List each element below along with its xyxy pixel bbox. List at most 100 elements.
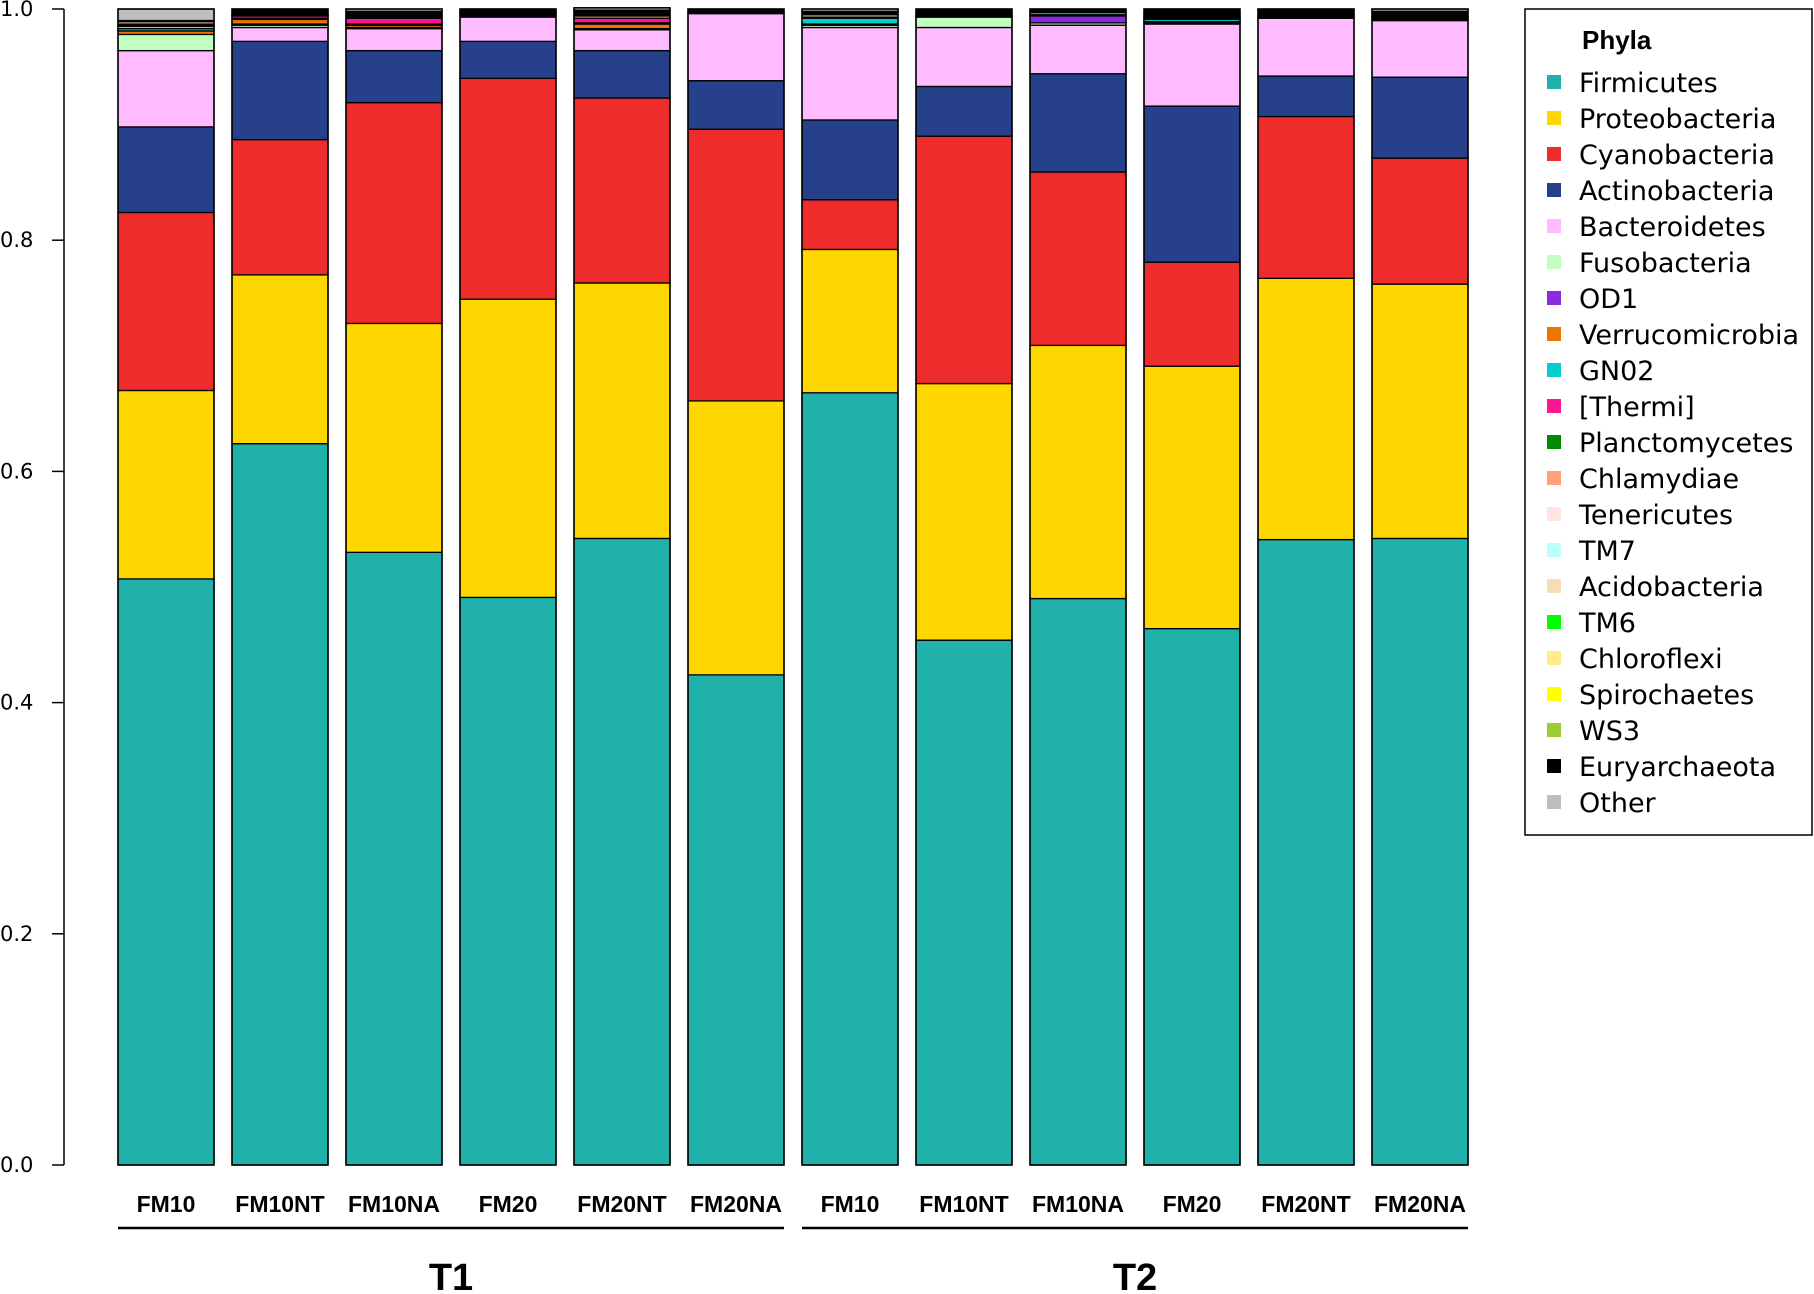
bar-stack — [231, 8, 329, 1166]
legend-label: Actinobacteria — [1579, 176, 1774, 207]
legend-item: WS3 — [1547, 716, 1640, 747]
legend-swatch — [1547, 687, 1561, 701]
legend-swatch — [1547, 111, 1561, 125]
bar-stack — [801, 8, 899, 1166]
bar-segment-bacteroidetes — [1143, 23, 1241, 107]
bar-segment-euryarchaeota — [1371, 10, 1469, 19]
legend-label: Euryarchaeota — [1579, 752, 1776, 783]
legend-label: Firmicutes — [1579, 68, 1718, 99]
legend-swatch — [1547, 651, 1561, 665]
bar-segment-cyanobacteria — [459, 77, 557, 300]
bar-segment-cyanobacteria — [1257, 115, 1355, 279]
bar-segment-proteobacteria — [573, 282, 671, 540]
legend-item: Acidobacteria — [1547, 572, 1764, 603]
y-tick-label: 0.6 — [0, 459, 33, 483]
legend-item: Euryarchaeota — [1547, 752, 1776, 783]
x-category-label: FM20NA — [690, 1191, 782, 1217]
bar-segment-actinobacteria — [687, 80, 785, 130]
bar-segment-actinobacteria — [345, 49, 443, 104]
legend-label: Spirochaetes — [1579, 680, 1754, 711]
legend-label: Acidobacteria — [1579, 572, 1764, 603]
bar-segment-actinobacteria — [459, 40, 557, 80]
bar-segment-bacteroidetes — [573, 29, 671, 52]
bar-segment-actinobacteria — [573, 49, 671, 99]
bar-segment-euryarchaeota — [345, 10, 443, 17]
bar-segment-proteobacteria — [915, 382, 1013, 641]
legend-label: Cyanobacteria — [1579, 140, 1775, 171]
legend-swatch — [1547, 795, 1561, 809]
legend-item: Tenericutes — [1547, 500, 1733, 531]
bar-segment-firmicutes — [459, 596, 557, 1166]
legend-item: Actinobacteria — [1547, 176, 1774, 207]
bar-segment-bacteroidetes — [231, 26, 329, 43]
legend-box — [1524, 8, 1813, 836]
x-category-label: FM10 — [137, 1191, 196, 1217]
legend-label: Chlamydiae — [1579, 464, 1739, 495]
legend: Phyla Firmicutes Proteobacteria Cyanobacter… — [1524, 8, 1813, 836]
bar-segment-verrucomicrobia — [573, 23, 671, 30]
x-category-label: FM10NT — [235, 1191, 324, 1217]
legend-label: GN02 — [1579, 356, 1654, 387]
legend-swatch — [1547, 471, 1561, 485]
bar-segment-proteobacteria — [1371, 283, 1469, 540]
x-category-label: FM10NA — [1032, 1191, 1124, 1217]
bar-segment-firmicutes — [1257, 538, 1355, 1166]
legend-swatch — [1547, 363, 1561, 377]
x-category-label: FM20NT — [1261, 1191, 1350, 1217]
bar-segment-actinobacteria — [801, 119, 899, 201]
legend-item: Cyanobacteria — [1547, 140, 1775, 171]
bar-segment-bacteroidetes — [801, 26, 899, 121]
bar-segment-cyanobacteria — [1143, 261, 1241, 367]
bar-segment-actinobacteria — [1371, 76, 1469, 159]
bar-outline — [345, 8, 443, 1166]
legend-label: Chloroflexi — [1579, 644, 1723, 675]
bar-segment-cyanobacteria — [1029, 171, 1127, 347]
x-category-label: FM20NA — [1374, 1191, 1466, 1217]
x-category-label: FM20NT — [577, 1191, 666, 1217]
legend-swatch — [1547, 723, 1561, 737]
bar-segment-euryarchaeota — [1143, 8, 1241, 19]
bar-segment-proteobacteria — [1143, 365, 1241, 630]
bar-segment-euryarchaeota — [1257, 9, 1355, 16]
bar-segment-proteobacteria — [801, 248, 899, 394]
legend-item: TM6 — [1547, 608, 1636, 639]
bar-segment-bacteroidetes — [1257, 17, 1355, 77]
y-axis: 0.0 0.2 0.4 0.6 0.8 1.0 — [0, 0, 65, 1177]
bar-outline — [801, 8, 899, 1166]
bar-segment-firmicutes — [1029, 597, 1127, 1166]
bar-segment-firmicutes — [573, 537, 671, 1166]
y-tick-label: 0.2 — [0, 922, 33, 946]
bar-outline — [1143, 8, 1241, 1166]
bar-stack — [117, 8, 215, 1166]
bar-segment-other — [117, 8, 215, 22]
bar-segment-cyanobacteria — [117, 211, 215, 392]
legend-label: [Thermi] — [1579, 392, 1695, 423]
bar-stack — [1143, 8, 1241, 1166]
legend-item: OD1 — [1547, 284, 1638, 315]
bar-segment-proteobacteria — [117, 389, 215, 580]
legend-title: Phyla — [1582, 25, 1652, 55]
legend-swatch — [1547, 543, 1561, 557]
legend-swatch — [1547, 435, 1561, 449]
bar-stack — [1029, 8, 1127, 1166]
bar-segment-cyanobacteria — [345, 101, 443, 325]
bar-segment-od1 — [1029, 15, 1127, 24]
bar-segment-proteobacteria — [687, 400, 785, 676]
legend-item: Spirochaetes — [1547, 680, 1754, 711]
legend-item: TM7 — [1547, 536, 1636, 567]
bar-segment-firmicutes — [801, 392, 899, 1166]
y-tick-label: 0.4 — [0, 691, 33, 715]
bar-segment-gn02 — [801, 17, 899, 25]
bar-segment-euryarchaeota — [915, 8, 1013, 17]
legend-swatch — [1547, 327, 1561, 341]
legend-item: Proteobacteria — [1547, 104, 1776, 135]
bar-outline — [1257, 8, 1355, 1166]
legend-item: GN02 — [1547, 356, 1654, 387]
bar-segment-bacteroidetes — [459, 16, 557, 43]
bar-segment-cyanobacteria — [687, 128, 785, 402]
bar-outline — [459, 8, 557, 1166]
x-axis: FM10 FM10NT FM10NA FM20 FM20NT FM20NA FM10 FM10… — [118, 1191, 1468, 1294]
legend-item: Chlamydiae — [1547, 464, 1739, 495]
bar-stack — [573, 7, 671, 1166]
